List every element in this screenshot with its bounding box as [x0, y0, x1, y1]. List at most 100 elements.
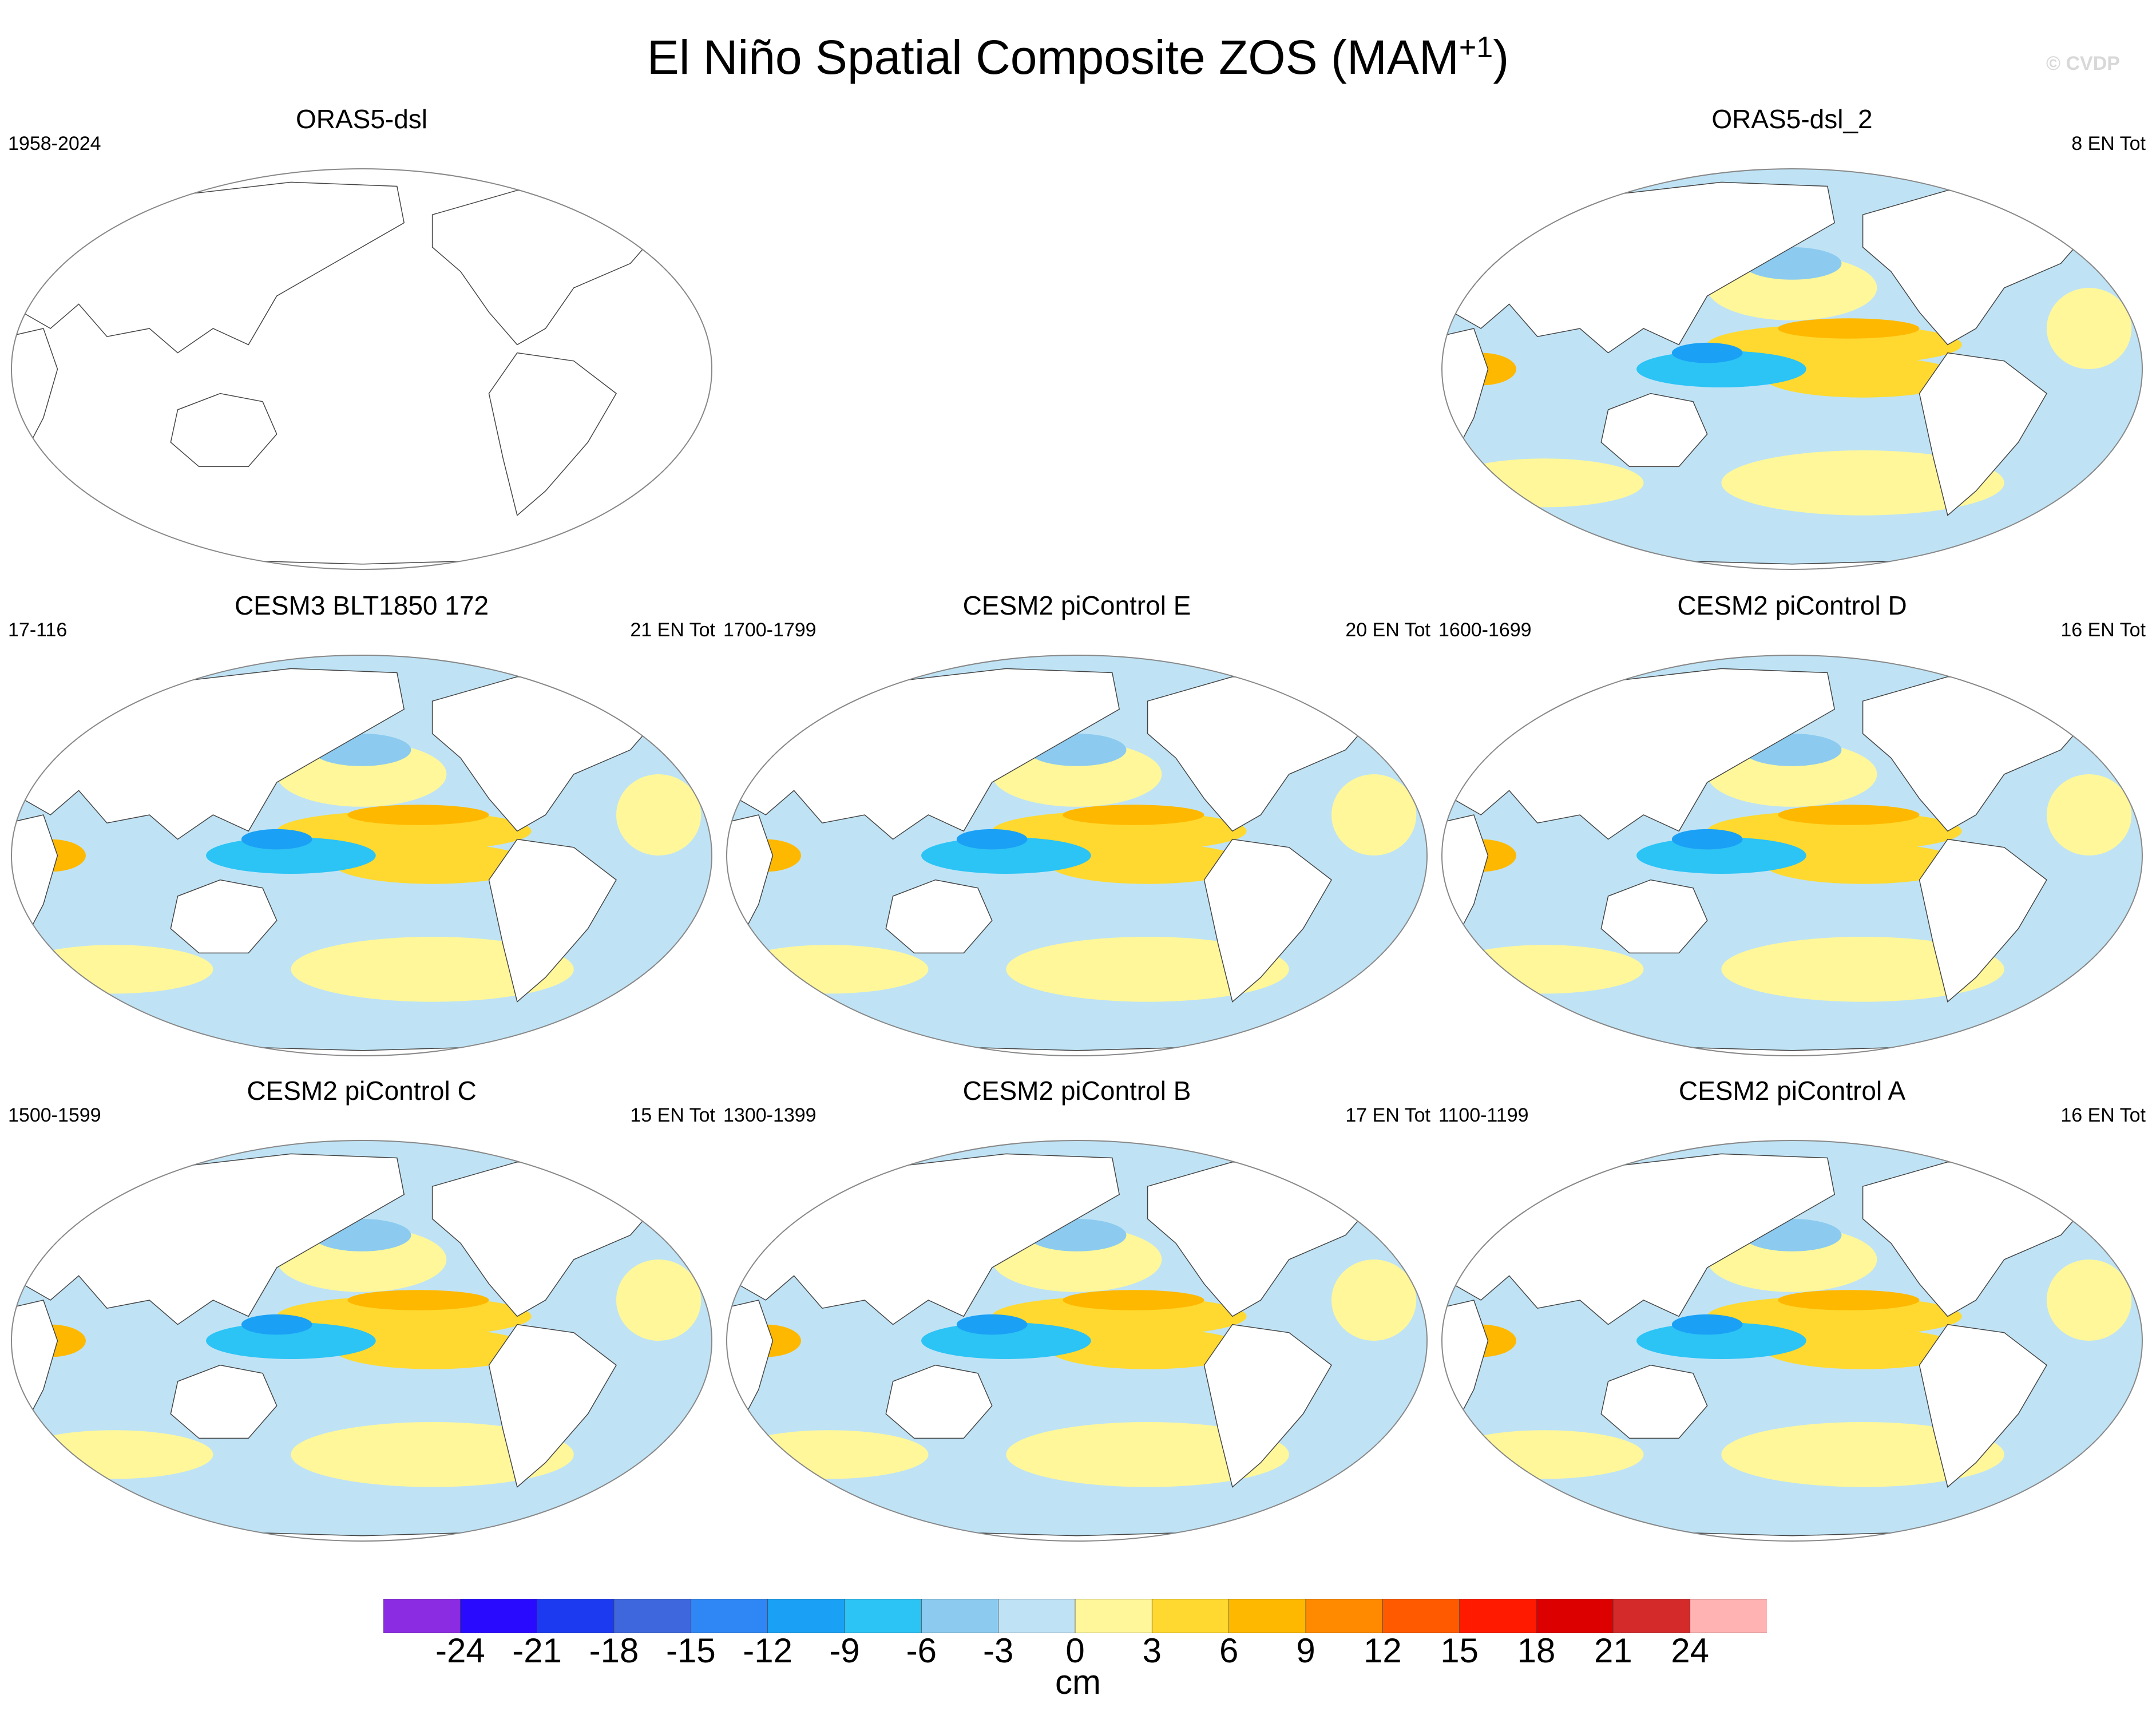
anomaly-patch	[956, 829, 1028, 850]
coastline	[488, 1324, 617, 1488]
anomaly-patch	[1721, 450, 2004, 516]
map-border	[1441, 168, 2143, 570]
anomaly-patch	[2046, 774, 2132, 855]
coastline	[1600, 393, 1708, 468]
coastline	[885, 1364, 993, 1439]
colorbar-tick-label: 6	[1219, 1631, 1239, 1670]
coastline	[488, 352, 617, 516]
panel-count: 15 EN Tot	[630, 1104, 715, 1126]
anomaly-patch	[1048, 1328, 1247, 1369]
colorbar-labels: -24 -21 -18 -15 -12 -9 -6 -3 0 3 6 9 12 15 18 21 24	[0, 1631, 2156, 1671]
panel-count: 20 EN Tot	[1345, 619, 1430, 641]
coastline	[1919, 352, 2047, 516]
panel-period: 1500-1599	[8, 1104, 101, 1126]
anomaly-patch	[1636, 351, 1806, 387]
coastline	[488, 838, 617, 1003]
world-map	[1441, 168, 2143, 570]
anomaly-patch	[1778, 805, 1920, 825]
anomaly-patch	[1721, 937, 2004, 1002]
colorbar-tick-label: -21	[512, 1631, 562, 1670]
anomaly-patch	[1063, 805, 1204, 825]
colorbar-swatch	[1151, 1599, 1230, 1633]
coastline	[1919, 1324, 2047, 1488]
colorbar-tick-label: -9	[829, 1631, 860, 1670]
colorbar-swatch	[1536, 1599, 1614, 1633]
anomaly-patch	[1636, 1322, 1806, 1359]
colorbar-tick-label: 21	[1594, 1631, 1632, 1670]
anomaly-patch	[730, 945, 929, 994]
anomaly-patch	[15, 945, 213, 994]
cvdp-watermark: © CVDP	[2046, 53, 2120, 74]
anomaly-patch	[1063, 1290, 1204, 1310]
panel-count: 17 EN Tot	[1345, 1104, 1430, 1126]
anomaly-patch	[1331, 1259, 1417, 1341]
panel-count: 8 EN Tot	[2071, 133, 2146, 155]
colorbar-swatch	[1305, 1599, 1384, 1633]
panel-count: 16 EN Tot	[2060, 1104, 2146, 1126]
map-border	[726, 655, 1428, 1056]
anomaly-patch	[1445, 458, 1644, 508]
colorbar-tick-label: -24	[435, 1631, 485, 1670]
anomaly-patch	[921, 1322, 1091, 1359]
map-border	[11, 168, 712, 570]
anomaly-patch	[241, 829, 312, 850]
anomaly-patch	[1445, 1430, 1644, 1479]
colorbar-swatch	[1612, 1599, 1691, 1633]
map-border	[11, 655, 712, 1056]
figure-title: El Niño Spatial Composite ZOS (MAM+1)	[647, 30, 1509, 84]
panel-period: 1700-1799	[723, 619, 817, 641]
coastline	[170, 879, 278, 954]
colorbar	[383, 1599, 1767, 1633]
anomaly-patch	[2046, 1259, 2132, 1341]
panel-title: CESM2 piControl D	[1677, 591, 1907, 620]
world-map	[11, 655, 712, 1056]
world-map	[1441, 1140, 2143, 1542]
anomaly-patch	[2046, 288, 2132, 369]
colorbar-tick-label: -12	[743, 1631, 793, 1670]
anomaly-patch	[730, 1430, 929, 1479]
panel-title: CESM2 piControl E	[962, 591, 1191, 620]
colorbar-tick-label: 12	[1363, 1631, 1402, 1670]
anomaly-patch	[1778, 1290, 1920, 1310]
colorbar-swatch	[1459, 1599, 1537, 1633]
panel-period: 1100-1199	[1438, 1104, 1529, 1126]
colorbar-swatch	[537, 1599, 615, 1633]
anomaly-patch	[1778, 318, 1920, 339]
panel-title: CESM2 piControl B	[962, 1076, 1191, 1106]
anomaly-patch	[1331, 774, 1417, 855]
panel-count: 16 EN Tot	[2060, 619, 2146, 641]
map-border	[726, 1140, 1428, 1542]
anomaly-patch	[1671, 342, 1743, 363]
coastline	[1203, 838, 1332, 1003]
panel-period: 1300-1399	[723, 1104, 817, 1126]
panel-cesm2-picontrol-b: CESM2 piControl B 1300-1399 17 EN Tot	[723, 1075, 1430, 1550]
anomaly-patch	[1048, 843, 1247, 884]
colorbar-swatch	[1382, 1599, 1460, 1633]
anomaly-patch	[333, 1328, 532, 1369]
panel-oras5-dsl: ORAS5-dsl 1958-2024	[8, 103, 715, 578]
anomaly-patch	[616, 774, 702, 855]
anomaly-patch	[333, 843, 532, 884]
anomaly-patch	[291, 937, 574, 1002]
anomaly-patch	[206, 1322, 376, 1359]
anomaly-patch	[616, 1259, 702, 1341]
colorbar-tick-label: 15	[1440, 1631, 1479, 1670]
anomaly-patch	[1445, 945, 1644, 994]
colorbar-swatch	[1075, 1599, 1153, 1633]
panel-period: 1600-1699	[1438, 619, 1532, 641]
colorbar-swatch	[383, 1599, 461, 1633]
panel-cesm2-picontrol-a: CESM2 piControl A 1100-1199 16 EN Tot	[1438, 1075, 2146, 1550]
world-map	[11, 1140, 712, 1542]
colorbar-units: cm	[1055, 1663, 1101, 1701]
colorbar-swatch	[1228, 1599, 1306, 1633]
coastline	[1600, 1364, 1708, 1439]
map-border	[1441, 1140, 2143, 1542]
world-map	[11, 168, 712, 570]
anomaly-patch	[347, 1290, 489, 1310]
colorbar-swatch	[998, 1599, 1076, 1633]
panel-cesm2-picontrol-c: CESM2 piControl C 1500-1599 15 EN Tot	[8, 1075, 715, 1550]
anomaly-patch	[921, 837, 1091, 874]
anomaly-patch	[1763, 843, 1962, 884]
world-map	[726, 1140, 1428, 1542]
world-map	[1441, 655, 2143, 1056]
